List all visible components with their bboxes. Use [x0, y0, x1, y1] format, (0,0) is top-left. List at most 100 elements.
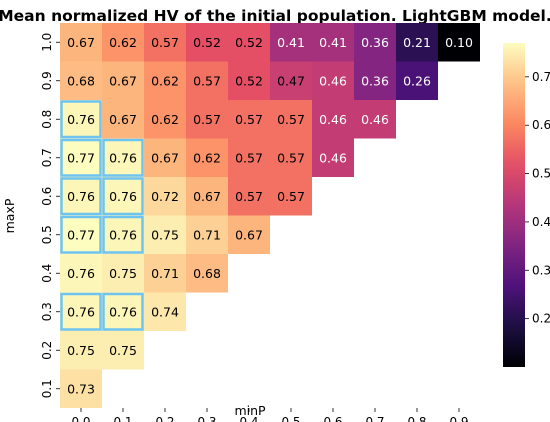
- chart-title: Mean normalized HV of the initial popula…: [0, 7, 550, 25]
- heatmap-cell: [312, 138, 354, 177]
- cell-value-label: 0.57: [277, 189, 305, 204]
- heatmap-cell: [438, 23, 480, 62]
- cell-value-label: 0.67: [109, 73, 137, 88]
- heatmap-cell: [312, 100, 354, 139]
- cell-value-label: 0.36: [361, 73, 389, 88]
- heatmap-cell: [144, 100, 186, 139]
- cell-value-label: 0.75: [109, 266, 137, 281]
- heatmap-cell: [270, 23, 312, 62]
- cell-value-label: 0.67: [67, 35, 95, 50]
- cell-value-label: 0.76: [67, 304, 95, 319]
- x-tick-label: 0.0: [71, 415, 90, 422]
- cell-value-label: 0.72: [151, 189, 179, 204]
- y-tick-label: 0.1: [40, 379, 54, 398]
- heatmap-cell: [144, 23, 186, 62]
- heatmap-cell: [102, 215, 144, 254]
- x-axis-ticks: 0.0 0.1 0.2 0.3 0.4 0.5 0.6 0.7 0.8 0.9: [71, 408, 469, 422]
- heatmap-cell: [270, 177, 312, 216]
- heatmap-cell: [228, 138, 270, 177]
- cell-value-label: 0.46: [319, 112, 347, 127]
- cell-value-label: 0.75: [151, 227, 179, 242]
- y-axis-label: maxP: [2, 198, 17, 233]
- cell-value-label: 0.71: [193, 227, 221, 242]
- cell-value-label: 0.77: [67, 150, 95, 165]
- cell-value-label: 0.57: [235, 112, 263, 127]
- cell-value-label: 0.67: [235, 227, 263, 242]
- cell-value-label: 0.76: [109, 189, 137, 204]
- cell-value-label: 0.52: [235, 73, 263, 88]
- cell-value-label: 0.41: [277, 35, 305, 50]
- y-tick-label: 0.9: [40, 71, 54, 90]
- y-tick-label: 0.6: [40, 187, 54, 206]
- cell-value-label: 0.62: [109, 35, 137, 50]
- cell-value-label: 0.67: [109, 112, 137, 127]
- heatmap-cell: [60, 331, 102, 370]
- cell-value-label: 0.46: [319, 73, 347, 88]
- heatmap-cell: [270, 138, 312, 177]
- highlight-outline: [60, 292, 102, 331]
- heatmap-cell: [186, 254, 228, 293]
- x-tick-label: 0.7: [365, 415, 384, 422]
- colorbar-tick-label: 0.6: [532, 118, 550, 132]
- highlight-outline: [60, 138, 102, 177]
- cell-value-label: 0.68: [193, 266, 221, 281]
- x-tick-label: 0.6: [323, 415, 342, 422]
- heatmap-cell: [102, 138, 144, 177]
- cell-value-label: 0.76: [109, 150, 137, 165]
- cell-value-label: 0.76: [67, 189, 95, 204]
- y-axis-ticks: 1.0 0.9 0.8 0.7 0.6 0.5 0.4 0.3 0.2 0.1: [40, 33, 60, 398]
- cell-value-label: 0.67: [151, 150, 179, 165]
- cell-value-label: 0.76: [67, 266, 95, 281]
- heatmap-cell: [312, 23, 354, 62]
- heatmap-cell: [102, 254, 144, 293]
- y-tick-label: 0.7: [40, 148, 54, 167]
- y-tick-label: 0.5: [40, 225, 54, 244]
- heatmap-cell: [270, 61, 312, 100]
- heatmap-cell: [60, 292, 102, 331]
- colorbar-tick-label: 0.2: [532, 312, 550, 326]
- highlight-outline: [60, 100, 102, 139]
- heatmap-cell: [60, 61, 102, 100]
- highlight-outline: [102, 292, 144, 331]
- heatmap-cell: [354, 61, 396, 100]
- heatmap-cells: 0.67 0.62 0.57 0.52 0.52 0.41 0.41 0.36 0.21 0.10…: [60, 23, 480, 408]
- cell-value-label: 0.57: [235, 150, 263, 165]
- x-tick-label: 0.9: [449, 415, 468, 422]
- cell-value-label: 0.57: [277, 112, 305, 127]
- heatmap-cell: [144, 61, 186, 100]
- heatmap-cell: [60, 254, 102, 293]
- y-tick-label: 1.0: [40, 33, 54, 52]
- heatmap-cell: [102, 292, 144, 331]
- cell-value-label: 0.57: [277, 150, 305, 165]
- heatmap-cell: [270, 100, 312, 139]
- cell-value-label: 0.67: [193, 189, 221, 204]
- cell-value-label: 0.62: [151, 73, 179, 88]
- highlight-outline: [102, 177, 144, 216]
- heatmap-cell: [144, 254, 186, 293]
- heatmap-cell: [60, 369, 102, 408]
- heatmap-cell: [228, 215, 270, 254]
- heatmap-cell: [144, 292, 186, 331]
- heatmap-cell: [144, 138, 186, 177]
- heatmap-cell: [60, 23, 102, 62]
- heatmap-cell: [102, 177, 144, 216]
- colorbar-gradient: [503, 43, 525, 367]
- highlight-outline: [102, 215, 144, 254]
- heatmap-cell: [102, 331, 144, 370]
- heatmap-cell: [144, 215, 186, 254]
- heatmap-cell: [228, 177, 270, 216]
- highlight-outline: [60, 177, 102, 216]
- x-tick-label: 0.8: [407, 415, 426, 422]
- cell-value-label: 0.46: [361, 112, 389, 127]
- heatmap-cell: [228, 100, 270, 139]
- cell-value-label: 0.57: [193, 73, 221, 88]
- cell-value-label: 0.74: [151, 304, 179, 319]
- cell-value-label: 0.68: [67, 73, 95, 88]
- cell-value-label: 0.21: [403, 35, 431, 50]
- heatmap-cell: [186, 215, 228, 254]
- heatmap-cell: [186, 61, 228, 100]
- cell-value-label: 0.73: [67, 381, 95, 396]
- cell-value-label: 0.57: [151, 35, 179, 50]
- cell-value-label: 0.52: [235, 35, 263, 50]
